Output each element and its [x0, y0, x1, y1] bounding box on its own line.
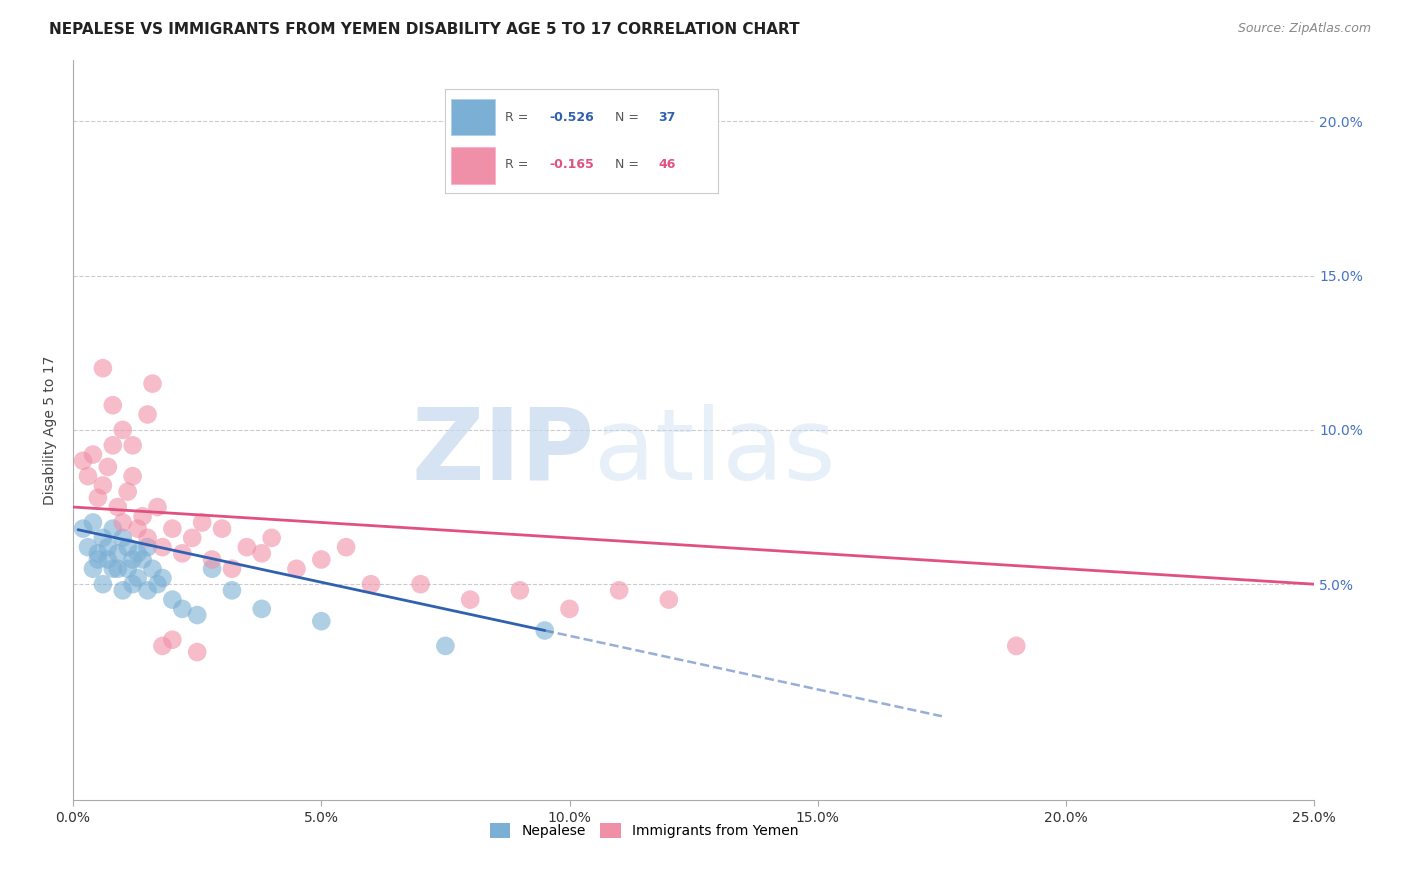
- Point: [97, 540, 120, 554]
- Point: [101, 522, 124, 536]
- Point: [87, 491, 110, 505]
- Point: [101, 562, 124, 576]
- Point: [360, 577, 382, 591]
- Point: [152, 639, 174, 653]
- Point: [87, 552, 110, 566]
- Point: [250, 602, 273, 616]
- Point: [107, 500, 129, 514]
- Y-axis label: Disability Age 5 to 17: Disability Age 5 to 17: [44, 355, 58, 505]
- Point: [127, 522, 149, 536]
- Point: [111, 516, 134, 530]
- Point: [409, 577, 432, 591]
- Text: Source: ZipAtlas.com: Source: ZipAtlas.com: [1237, 22, 1371, 36]
- Point: [186, 608, 208, 623]
- Point: [97, 552, 120, 566]
- Point: [311, 552, 333, 566]
- Point: [533, 624, 555, 638]
- Point: [117, 562, 139, 576]
- Point: [72, 454, 94, 468]
- Point: [121, 438, 143, 452]
- Point: [181, 531, 204, 545]
- Point: [107, 546, 129, 560]
- Point: [87, 546, 110, 560]
- Point: [1005, 639, 1028, 653]
- Text: atlas: atlas: [595, 403, 837, 500]
- Point: [211, 522, 233, 536]
- Point: [82, 562, 104, 576]
- Point: [97, 459, 120, 474]
- Point: [162, 522, 184, 536]
- Point: [121, 577, 143, 591]
- Point: [146, 577, 169, 591]
- Point: [221, 583, 243, 598]
- Point: [131, 509, 153, 524]
- Point: [101, 398, 124, 412]
- Point: [117, 540, 139, 554]
- Point: [91, 361, 114, 376]
- Point: [136, 583, 159, 598]
- Point: [186, 645, 208, 659]
- Text: NEPALESE VS IMMIGRANTS FROM YEMEN DISABILITY AGE 5 TO 17 CORRELATION CHART: NEPALESE VS IMMIGRANTS FROM YEMEN DISABI…: [49, 22, 800, 37]
- Point: [111, 583, 134, 598]
- Point: [162, 592, 184, 607]
- Point: [107, 562, 129, 576]
- Point: [136, 540, 159, 554]
- Text: ZIP: ZIP: [412, 403, 595, 500]
- Point: [72, 522, 94, 536]
- Point: [201, 562, 224, 576]
- Point: [117, 484, 139, 499]
- Point: [91, 478, 114, 492]
- Point: [335, 540, 357, 554]
- Point: [558, 602, 581, 616]
- Point: [127, 546, 149, 560]
- Point: [91, 577, 114, 591]
- Point: [658, 592, 681, 607]
- Point: [311, 614, 333, 628]
- Point: [77, 469, 100, 483]
- Point: [91, 531, 114, 545]
- Point: [172, 546, 194, 560]
- Point: [162, 632, 184, 647]
- Point: [121, 469, 143, 483]
- Point: [101, 438, 124, 452]
- Legend: Nepalese, Immigrants from Yemen: Nepalese, Immigrants from Yemen: [482, 816, 806, 845]
- Point: [136, 531, 159, 545]
- Point: [152, 540, 174, 554]
- Point: [82, 448, 104, 462]
- Point: [260, 531, 283, 545]
- Point: [285, 562, 308, 576]
- Point: [191, 516, 214, 530]
- Point: [152, 571, 174, 585]
- Point: [77, 540, 100, 554]
- Point: [121, 552, 143, 566]
- Point: [458, 592, 481, 607]
- Point: [509, 583, 531, 598]
- Point: [146, 500, 169, 514]
- Point: [607, 583, 630, 598]
- Point: [82, 516, 104, 530]
- Point: [236, 540, 259, 554]
- Point: [136, 408, 159, 422]
- Point: [111, 531, 134, 545]
- Point: [141, 376, 163, 391]
- Point: [127, 571, 149, 585]
- Point: [221, 562, 243, 576]
- Point: [172, 602, 194, 616]
- Point: [201, 552, 224, 566]
- Point: [111, 423, 134, 437]
- Point: [434, 639, 457, 653]
- Point: [131, 552, 153, 566]
- Point: [141, 562, 163, 576]
- Point: [250, 546, 273, 560]
